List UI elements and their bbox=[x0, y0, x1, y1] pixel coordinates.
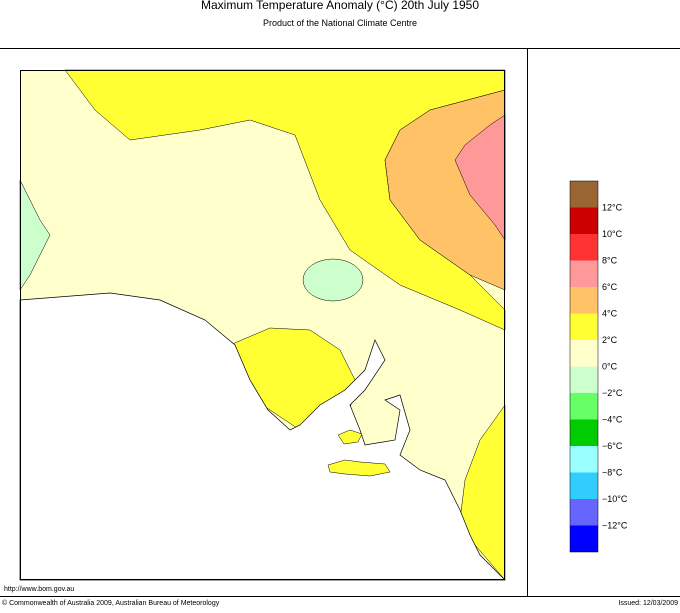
legend-swatch bbox=[570, 313, 598, 340]
url: http://www.bom.gov.au bbox=[4, 586, 74, 593]
legend-label: −12°C bbox=[602, 521, 628, 531]
legend-label: −6°C bbox=[602, 441, 623, 451]
legend-label: 0°C bbox=[602, 362, 618, 372]
legend-border bbox=[569, 180, 599, 553]
legend-swatch bbox=[570, 419, 598, 446]
legend-swatch bbox=[570, 446, 598, 473]
legend-swatch bbox=[570, 525, 598, 552]
legend-swatch bbox=[570, 472, 598, 499]
legend-swatch bbox=[570, 393, 598, 420]
legend-label: 10°C bbox=[602, 229, 623, 239]
legend-label: 6°C bbox=[602, 282, 618, 292]
title: Maximum Temperature Anomaly (°C) 20th Ju… bbox=[201, 0, 479, 12]
legend-label: 4°C bbox=[602, 309, 618, 319]
legend-swatch bbox=[570, 181, 598, 208]
copyright: © Commonwealth of Australia 2009, Austra… bbox=[2, 599, 220, 607]
legend-label: −4°C bbox=[602, 415, 623, 425]
legend-swatch bbox=[570, 260, 598, 287]
issued-date: Issued: 12/03/2009 bbox=[618, 600, 678, 607]
legend-label: 8°C bbox=[602, 256, 618, 266]
subtitle: Product of the National Climate Centre bbox=[263, 18, 417, 28]
map bbox=[19, 69, 506, 581]
legend-label: −2°C bbox=[602, 388, 623, 398]
legend-swatch bbox=[570, 287, 598, 314]
legend-swatch bbox=[570, 499, 598, 526]
frame bbox=[0, 48, 680, 597]
legend-label: −8°C bbox=[602, 468, 623, 478]
legend-label: 2°C bbox=[602, 335, 618, 345]
legend-swatch bbox=[570, 340, 598, 367]
legend-swatch bbox=[570, 207, 598, 234]
legend-swatch bbox=[570, 366, 598, 393]
legend-label: 12°C bbox=[602, 203, 623, 213]
legend-swatch bbox=[570, 234, 598, 261]
legend: 12°C 10°C 8°C 6°C 4°C 2°C 0°C −2°C −4°C −6°C −8°C −… bbox=[569, 180, 628, 553]
legend-label: −10°C bbox=[602, 494, 628, 504]
